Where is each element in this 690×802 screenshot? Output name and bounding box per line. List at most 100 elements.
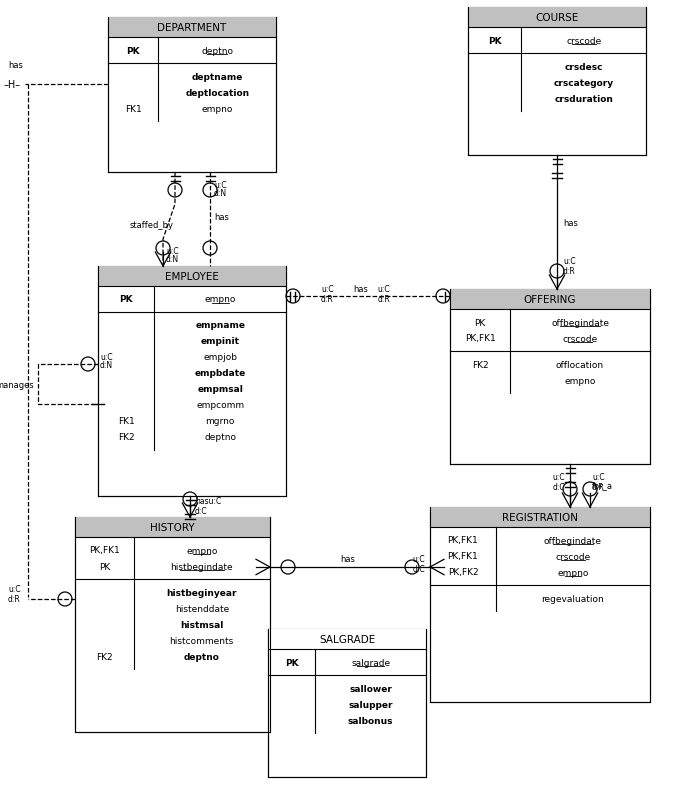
Text: u:C: u:C: [214, 180, 226, 189]
Text: d:C: d:C: [413, 565, 425, 573]
Text: d:R: d:R: [8, 595, 21, 604]
Text: empno: empno: [204, 295, 236, 304]
Text: PK,FK2: PK,FK2: [448, 568, 478, 577]
Text: FK2: FK2: [472, 360, 489, 369]
Text: salgrade: salgrade: [351, 658, 391, 666]
Text: has: has: [214, 213, 229, 222]
Text: salbonus: salbonus: [348, 715, 393, 724]
Bar: [75, 517, 270, 732]
Text: d:R: d:R: [377, 294, 390, 303]
Text: histenddate: histenddate: [175, 604, 229, 613]
Text: empcomm: empcomm: [196, 401, 244, 410]
Text: OFFERING: OFFERING: [524, 294, 576, 305]
Text: crscategory: crscategory: [553, 79, 614, 87]
Text: staffed_by: staffed_by: [130, 221, 174, 229]
Text: –H–: –H–: [4, 80, 21, 90]
Text: has: has: [353, 284, 368, 294]
Text: regevaluation: regevaluation: [542, 593, 604, 603]
Text: histcomments: histcomments: [170, 636, 234, 645]
Text: d:R: d:R: [592, 483, 604, 492]
Text: u:C: u:C: [592, 473, 604, 482]
Text: has: has: [563, 218, 578, 227]
Text: PK: PK: [475, 318, 486, 327]
Text: PK: PK: [488, 36, 502, 46]
Text: COURSE: COURSE: [535, 13, 579, 23]
Text: offbegindate: offbegindate: [551, 318, 609, 327]
Text: PK,FK1: PK,FK1: [89, 546, 119, 555]
Bar: [450, 290, 650, 310]
Bar: [468, 8, 646, 156]
Bar: [98, 267, 286, 496]
Text: u:C: u:C: [377, 284, 390, 294]
Text: u:C: u:C: [8, 585, 21, 593]
Text: crscode: crscode: [566, 36, 601, 46]
Bar: [450, 290, 650, 464]
Text: d:N: d:N: [166, 254, 179, 263]
Text: d:C: d:C: [195, 506, 208, 515]
Text: REGISTRATION: REGISTRATION: [502, 512, 578, 522]
Text: FK1: FK1: [118, 417, 135, 426]
Text: crsduration: crsduration: [554, 95, 613, 103]
Bar: [108, 18, 276, 172]
Text: PK: PK: [119, 295, 133, 304]
Text: empname: empname: [195, 321, 245, 330]
Text: empno: empno: [564, 376, 595, 385]
Text: hasu:C: hasu:C: [195, 497, 221, 506]
Bar: [430, 508, 650, 702]
Text: empbdate: empbdate: [195, 369, 246, 378]
Text: empno: empno: [186, 546, 217, 555]
Bar: [268, 630, 426, 777]
Text: u:C: u:C: [100, 352, 112, 361]
Text: empmsal: empmsal: [197, 385, 243, 394]
Text: DEPARTMENT: DEPARTMENT: [157, 23, 226, 33]
Text: offbegindate: offbegindate: [544, 536, 602, 545]
Text: FK2: FK2: [96, 652, 112, 661]
Text: SALGRADE: SALGRADE: [319, 634, 375, 644]
Text: histmsal: histmsal: [180, 620, 224, 629]
Text: u:C: u:C: [413, 555, 425, 564]
Text: has: has: [8, 60, 23, 70]
Text: deptno: deptno: [184, 652, 219, 661]
Text: d:N: d:N: [100, 360, 113, 369]
Text: crsdesc: crsdesc: [564, 63, 603, 71]
Text: has: has: [340, 555, 355, 564]
Text: d:R: d:R: [563, 267, 575, 276]
Text: histbegindate: histbegindate: [170, 561, 233, 571]
Text: deptlocation: deptlocation: [185, 88, 249, 97]
Text: empjob: empjob: [203, 353, 237, 362]
Text: crscode: crscode: [562, 334, 598, 343]
Text: for_a: for_a: [592, 481, 613, 490]
Text: deptno: deptno: [201, 47, 233, 55]
Text: deptno: deptno: [204, 433, 236, 442]
Text: deptname: deptname: [192, 72, 243, 81]
Text: salupper: salupper: [348, 699, 393, 709]
Bar: [468, 8, 646, 28]
Text: mgrno: mgrno: [206, 417, 235, 426]
Text: u:C: u:C: [563, 257, 575, 266]
Bar: [430, 508, 650, 528]
Text: u:C: u:C: [553, 473, 565, 482]
Text: empno: empno: [201, 104, 233, 113]
Text: u:C: u:C: [166, 246, 179, 255]
Text: EMPLOYEE: EMPLOYEE: [165, 272, 219, 282]
Text: sallower: sallower: [349, 683, 392, 693]
Text: PK,FK1: PK,FK1: [448, 536, 478, 545]
Text: PK: PK: [99, 561, 110, 571]
Text: empinit: empinit: [201, 337, 239, 346]
Text: FK2: FK2: [118, 433, 135, 442]
Bar: [268, 630, 426, 649]
Text: HISTORY: HISTORY: [150, 522, 195, 533]
Text: histbeginyear: histbeginyear: [166, 588, 237, 597]
Bar: [108, 18, 276, 38]
Text: d:N: d:N: [214, 188, 227, 197]
Text: PK,FK1: PK,FK1: [464, 334, 495, 343]
Text: d:C: d:C: [553, 483, 565, 492]
Text: PK,FK1: PK,FK1: [448, 552, 478, 561]
Text: crscode: crscode: [555, 552, 591, 561]
Text: FK1: FK1: [125, 104, 141, 113]
Text: offlocation: offlocation: [556, 360, 604, 369]
Text: d:R: d:R: [321, 294, 334, 303]
Text: manages: manages: [0, 380, 34, 389]
Text: PK: PK: [126, 47, 140, 55]
Bar: [98, 267, 286, 286]
